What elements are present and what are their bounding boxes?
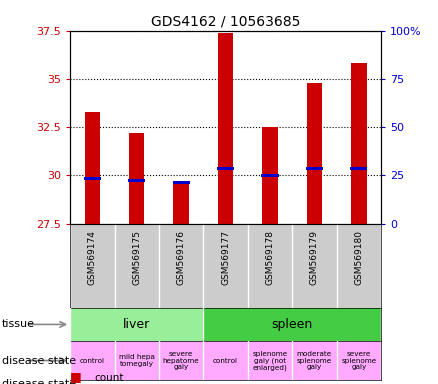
Text: liver: liver — [123, 318, 150, 331]
Bar — [337, 341, 381, 380]
Bar — [292, 223, 337, 308]
Bar — [307, 83, 322, 223]
Text: count: count — [94, 373, 124, 383]
Text: ■: ■ — [70, 370, 82, 383]
Text: severe
hepatome
galy: severe hepatome galy — [163, 351, 200, 370]
Text: tissue: tissue — [2, 319, 35, 329]
Bar — [159, 223, 203, 308]
Text: mild hepa
tomegaly: mild hepa tomegaly — [119, 354, 155, 367]
Text: GSM569175: GSM569175 — [132, 230, 141, 285]
Bar — [129, 133, 145, 223]
Text: moderate
splenome
galy: moderate splenome galy — [297, 351, 332, 370]
Bar — [173, 180, 190, 184]
Bar — [262, 127, 278, 223]
Bar — [292, 341, 337, 380]
Bar — [248, 223, 292, 308]
Bar — [85, 112, 100, 223]
Text: GSM569177: GSM569177 — [221, 230, 230, 285]
Bar — [351, 63, 367, 223]
Bar — [114, 341, 159, 380]
Bar — [261, 174, 279, 177]
Text: disease state: disease state — [2, 379, 76, 384]
Text: control: control — [213, 358, 238, 364]
Title: GDS4162 / 10563685: GDS4162 / 10563685 — [151, 14, 300, 28]
Bar — [70, 341, 114, 380]
Text: spleen: spleen — [272, 318, 313, 331]
Text: disease state: disease state — [2, 356, 76, 366]
Bar — [217, 167, 234, 170]
Bar — [173, 181, 189, 223]
Text: ■: ■ — [70, 382, 82, 384]
Bar — [128, 179, 145, 182]
Bar — [114, 223, 159, 308]
Bar — [218, 33, 233, 223]
Bar — [159, 341, 203, 380]
Text: GSM569180: GSM569180 — [354, 230, 364, 285]
Text: GSM569174: GSM569174 — [88, 230, 97, 285]
Bar — [70, 308, 203, 341]
Bar — [203, 341, 248, 380]
Text: control: control — [80, 358, 105, 364]
Bar — [350, 167, 367, 170]
Bar — [203, 308, 381, 341]
Text: severe
splenome
galy: severe splenome galy — [341, 351, 377, 370]
Text: GSM569179: GSM569179 — [310, 230, 319, 285]
Bar — [84, 177, 101, 180]
Text: GSM569176: GSM569176 — [177, 230, 186, 285]
Bar — [248, 341, 292, 380]
Text: GSM569178: GSM569178 — [265, 230, 275, 285]
Bar — [306, 167, 323, 170]
Bar — [70, 223, 114, 308]
Text: splenome
galy (not
enlarged): splenome galy (not enlarged) — [252, 351, 288, 371]
Bar — [203, 223, 248, 308]
Bar — [337, 223, 381, 308]
